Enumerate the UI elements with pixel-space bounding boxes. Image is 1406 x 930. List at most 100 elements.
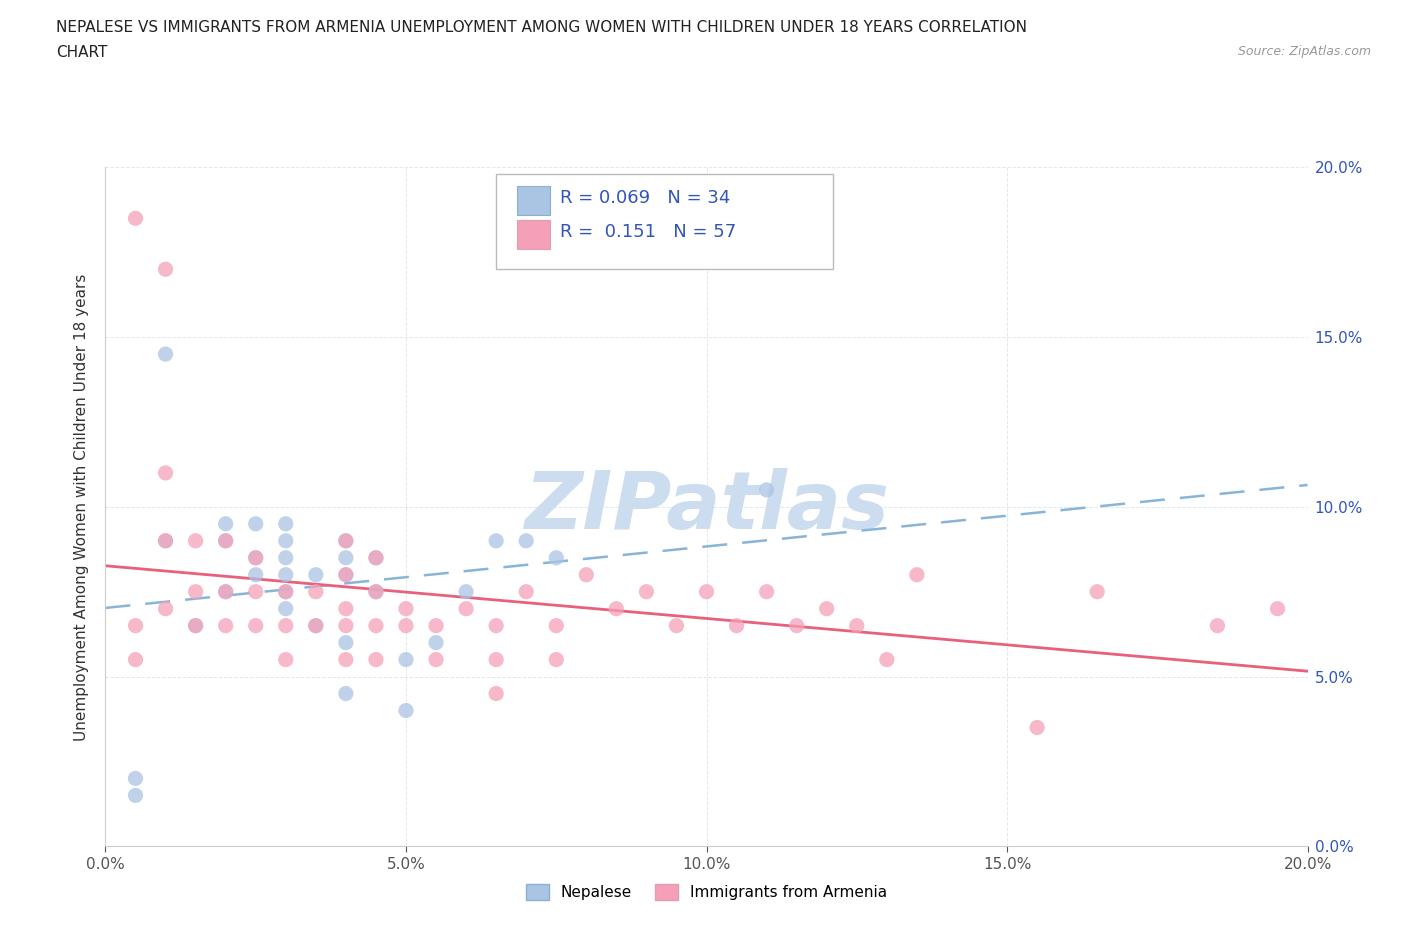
Point: [335, 686, 357, 701]
Point: [395, 652, 418, 667]
Point: [485, 534, 508, 549]
Point: [245, 551, 267, 565]
Text: CHART: CHART: [56, 45, 108, 60]
Point: [184, 584, 207, 599]
Point: [155, 534, 177, 549]
Point: [214, 584, 236, 599]
Point: [274, 567, 297, 582]
Point: [1267, 602, 1289, 617]
Point: [124, 618, 146, 633]
Point: [214, 534, 236, 549]
Point: [274, 534, 297, 549]
Point: [155, 602, 177, 617]
Point: [155, 347, 177, 362]
Point: [274, 516, 297, 531]
FancyBboxPatch shape: [496, 174, 832, 270]
Point: [605, 602, 627, 617]
Point: [184, 618, 207, 633]
Point: [124, 788, 146, 803]
Point: [335, 618, 357, 633]
Point: [1206, 618, 1229, 633]
Point: [546, 551, 568, 565]
Point: [335, 534, 357, 549]
Point: [274, 551, 297, 565]
Point: [364, 652, 387, 667]
Point: [546, 618, 568, 633]
Point: [364, 618, 387, 633]
Point: [395, 703, 418, 718]
Point: [815, 602, 838, 617]
Point: [364, 584, 387, 599]
Point: [755, 483, 778, 498]
Point: [214, 534, 236, 549]
FancyBboxPatch shape: [516, 220, 550, 249]
Point: [274, 584, 297, 599]
Point: [335, 602, 357, 617]
Point: [395, 618, 418, 633]
FancyBboxPatch shape: [516, 186, 550, 215]
Point: [454, 602, 477, 617]
Point: [755, 584, 778, 599]
Point: [515, 584, 537, 599]
Point: [155, 262, 177, 277]
Point: [335, 652, 357, 667]
Point: [245, 618, 267, 633]
Point: [155, 466, 177, 481]
Point: [305, 618, 328, 633]
Point: [214, 584, 236, 599]
Point: [575, 567, 598, 582]
Point: [485, 686, 508, 701]
Point: [245, 584, 267, 599]
Point: [305, 567, 328, 582]
Point: [335, 551, 357, 565]
Point: [1085, 584, 1108, 599]
Point: [485, 618, 508, 633]
Point: [335, 567, 357, 582]
Point: [214, 618, 236, 633]
Text: Source: ZipAtlas.com: Source: ZipAtlas.com: [1237, 45, 1371, 58]
Point: [1026, 720, 1049, 735]
Text: R = 0.069   N = 34: R = 0.069 N = 34: [560, 189, 730, 207]
Point: [786, 618, 808, 633]
Y-axis label: Unemployment Among Women with Children Under 18 years: Unemployment Among Women with Children U…: [75, 273, 90, 740]
Point: [395, 602, 418, 617]
Point: [335, 635, 357, 650]
Point: [184, 534, 207, 549]
Point: [335, 534, 357, 549]
Point: [845, 618, 868, 633]
Text: ZIPatlas: ZIPatlas: [524, 468, 889, 546]
Point: [515, 534, 537, 549]
Point: [425, 635, 447, 650]
Point: [124, 771, 146, 786]
Point: [124, 211, 146, 226]
Point: [245, 567, 267, 582]
Point: [305, 618, 328, 633]
Point: [155, 534, 177, 549]
Point: [245, 516, 267, 531]
Point: [725, 618, 748, 633]
Point: [274, 602, 297, 617]
Point: [546, 652, 568, 667]
Point: [245, 551, 267, 565]
Point: [214, 516, 236, 531]
Point: [364, 551, 387, 565]
Point: [305, 584, 328, 599]
Point: [876, 652, 898, 667]
Point: [274, 618, 297, 633]
Point: [425, 618, 447, 633]
Point: [665, 618, 688, 633]
Point: [636, 584, 658, 599]
Legend: Nepalese, Immigrants from Armenia: Nepalese, Immigrants from Armenia: [520, 878, 893, 907]
Point: [454, 584, 477, 599]
Point: [124, 652, 146, 667]
Point: [335, 567, 357, 582]
Text: NEPALESE VS IMMIGRANTS FROM ARMENIA UNEMPLOYMENT AMONG WOMEN WITH CHILDREN UNDER: NEPALESE VS IMMIGRANTS FROM ARMENIA UNEM…: [56, 20, 1028, 35]
Point: [485, 652, 508, 667]
Point: [364, 551, 387, 565]
Point: [696, 584, 718, 599]
Point: [274, 584, 297, 599]
Point: [274, 652, 297, 667]
Point: [184, 618, 207, 633]
Point: [425, 652, 447, 667]
Point: [905, 567, 928, 582]
